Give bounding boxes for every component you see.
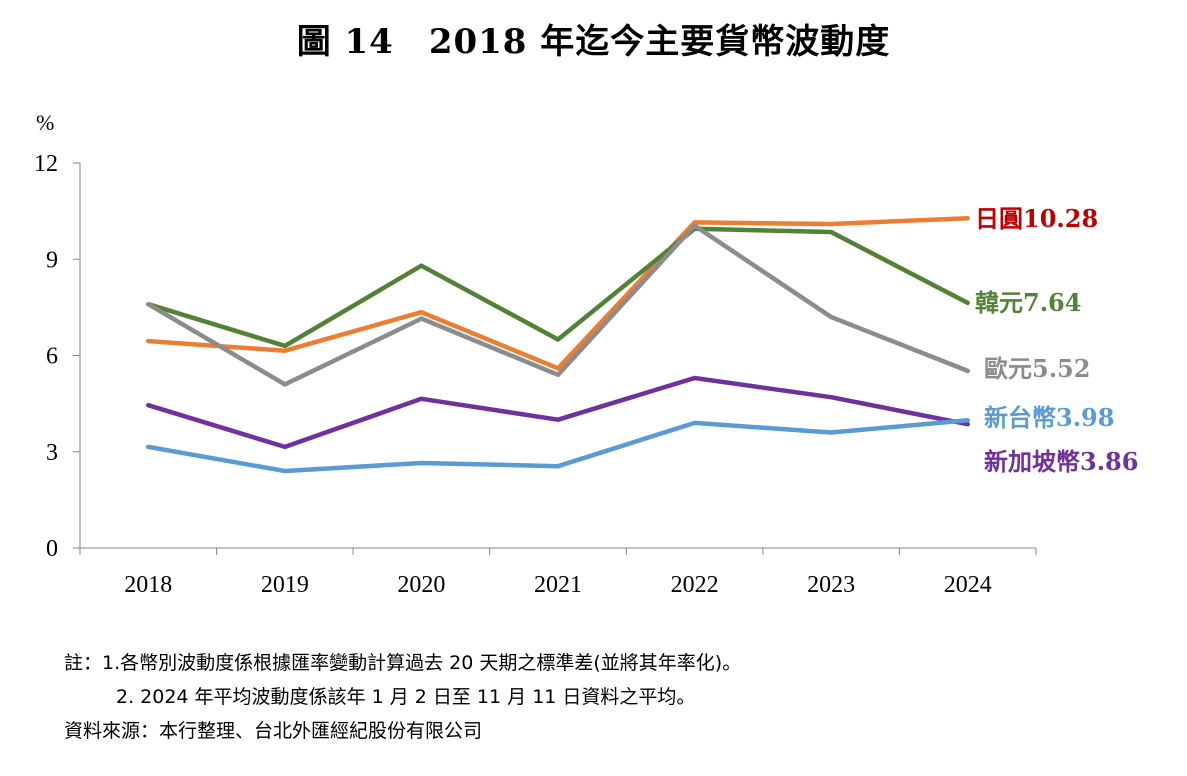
chart-axes (73, 162, 1037, 555)
y-tick-label: 9 (46, 247, 58, 273)
y-tick-label: 6 (46, 344, 58, 370)
chart-title: 圖 14 2018 年迄今主要貨幣波動度 (296, 22, 891, 62)
y-tick-label: 12 (34, 151, 58, 177)
series-line-日圓 (146, 215, 970, 371)
x-tick-label: 2018 (124, 572, 172, 598)
x-tick-label: 2019 (261, 572, 309, 598)
series-line-新台幣 (146, 418, 970, 474)
line-chart: % 0 3 6 9 12 2018 2019 2020 2021 2022 2023 2024 日圓… (34, 110, 1138, 598)
series-line-歐元 (146, 223, 970, 387)
x-tick-label: 2024 (944, 572, 992, 598)
series-end-label: 韓元7.64 (975, 288, 1081, 317)
series-end-label: 日圓10.28 (975, 204, 1098, 233)
x-tick-label: 2020 (397, 572, 445, 598)
y-tick-label: 0 (46, 536, 58, 562)
series-line-新加坡幣 (146, 375, 970, 450)
note-line-2: 2. 2024 年平均波動度係該年 1 月 2 日至 11 月 11 日資料之平… (116, 686, 696, 708)
x-tick-label: 2022 (671, 572, 719, 598)
series-end-label: 歐元5.52 (984, 354, 1090, 383)
y-axis-tick-labels: 0 3 6 9 12 (34, 151, 58, 562)
series-line-韓元 (146, 226, 970, 349)
chart-notes: 註：1.各幣別波動度係根據匯率變動計算過去 20 天期之標準差(並將其年率化)。… (64, 646, 741, 748)
y-axis-unit-label: % (36, 110, 54, 135)
series-end-labels: 日圓10.28 韓元7.64 歐元5.52 新加坡幣3.86 新台幣3.98 (975, 204, 1138, 476)
series-end-label: 新加坡幣3.86 (984, 447, 1138, 476)
series-end-label: 新台幣3.98 (984, 403, 1114, 432)
source-line: 資料來源：本行整理、台北外匯經紀股份有限公司 (64, 720, 483, 742)
y-tick-label: 3 (46, 440, 58, 466)
note-line-1: 註：1.各幣別波動度係根據匯率變動計算過去 20 天期之標準差(並將其年率化)。 (64, 652, 742, 674)
x-axis-tick-labels: 2018 2019 2020 2021 2022 2023 2024 (124, 572, 991, 598)
x-tick-label: 2021 (534, 572, 582, 598)
series-lines (146, 215, 970, 474)
x-tick-label: 2023 (807, 572, 855, 598)
